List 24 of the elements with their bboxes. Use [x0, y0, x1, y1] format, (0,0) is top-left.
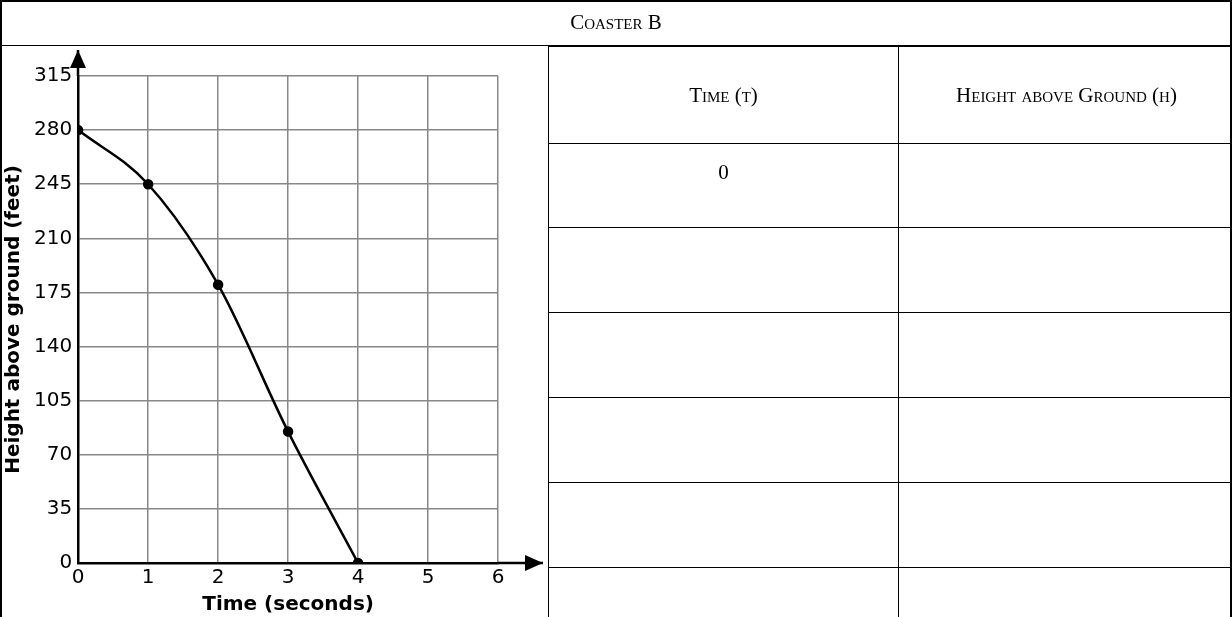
- y-tick-label: 175: [33, 278, 73, 303]
- y-tick-label: 280: [33, 116, 73, 141]
- y-tick-label: 105: [33, 386, 73, 411]
- x-tick-label: 4: [351, 564, 365, 589]
- x-axis-title: Time (seconds): [202, 591, 374, 616]
- y-tick-label: 70: [46, 440, 73, 465]
- x-tick-label: 3: [281, 564, 295, 589]
- category-label: Height above Ground (h): [898, 46, 1232, 144]
- y-axis-title: Height above ground (feet): [0, 165, 25, 474]
- y-tick-label: 210: [33, 224, 73, 249]
- x-tick-label: 1: [141, 564, 155, 589]
- x-tick-label: 5: [421, 564, 435, 589]
- text: Coaster B: [0, 0, 1232, 46]
- point: [282, 426, 294, 437]
- text: 0: [548, 143, 899, 228]
- x-tick-label: 6: [491, 564, 505, 589]
- point: [142, 178, 154, 190]
- y-tick-label: 245: [33, 170, 73, 195]
- y-tick-label: 140: [33, 332, 73, 357]
- point: [212, 279, 224, 290]
- x-tick-label: 2: [211, 564, 225, 589]
- y-tick-label: 35: [46, 495, 73, 520]
- y-tick-label: 315: [33, 62, 73, 87]
- category-label: Time (t): [548, 46, 899, 144]
